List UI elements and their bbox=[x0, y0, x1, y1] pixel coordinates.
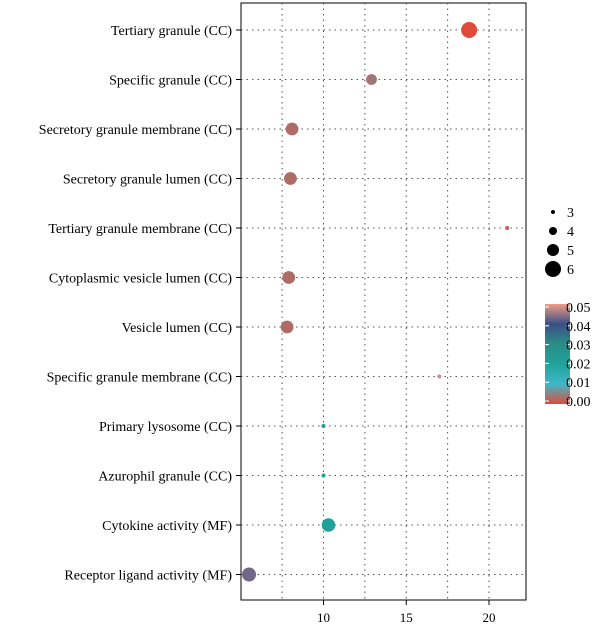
y-tick-label: Tertiary granule membrane (CC) bbox=[48, 222, 232, 237]
color-legend: 0.05 0.04 0.03 0.02 0.01 0.00 bbox=[545, 301, 591, 410]
data-point bbox=[321, 518, 336, 532]
y-tick-label: Azurophil granule (CC) bbox=[98, 470, 232, 485]
y-tick-label: Primary lysosome (CC) bbox=[99, 420, 232, 435]
data-point bbox=[461, 22, 478, 38]
y-tick-label: Receptor ligand activity (MF) bbox=[64, 569, 232, 584]
data-point bbox=[242, 567, 257, 582]
size-legend: 3 4 5 6 bbox=[545, 206, 574, 278]
y-tick-label: Vesicle lumen (CC) bbox=[122, 321, 233, 336]
size-legend-key bbox=[549, 227, 557, 235]
y-tick-label: Cytokine activity (MF) bbox=[102, 519, 232, 534]
data-point bbox=[366, 74, 377, 85]
y-tick-label: Cytoplasmic vesicle lumen (CC) bbox=[49, 272, 232, 287]
y-tick-label: Secretory granule membrane (CC) bbox=[39, 123, 233, 138]
color-legend-label: 0.00 bbox=[566, 395, 591, 410]
x-tick-label: 20 bbox=[483, 610, 496, 625]
color-legend-label: 0.04 bbox=[566, 320, 591, 335]
size-legend-label: 4 bbox=[567, 225, 574, 240]
y-tick-label: Secretory granule lumen (CC) bbox=[63, 173, 232, 188]
points bbox=[242, 22, 510, 582]
data-point bbox=[282, 271, 296, 284]
color-legend-label: 0.01 bbox=[566, 376, 591, 391]
gridlines bbox=[241, 3, 526, 600]
color-bar bbox=[545, 304, 570, 404]
color-legend-label: 0.05 bbox=[566, 301, 591, 316]
data-point bbox=[321, 424, 326, 428]
size-legend-label: 6 bbox=[567, 263, 574, 278]
y-tick-label: Specific granule (CC) bbox=[109, 74, 232, 89]
data-point bbox=[321, 473, 326, 478]
data-point bbox=[505, 226, 510, 230]
size-legend-key bbox=[545, 261, 561, 277]
y-tick-label: Specific granule membrane (CC) bbox=[47, 371, 233, 386]
y-tick-label: Tertiary granule (CC) bbox=[111, 24, 232, 39]
size-legend-key bbox=[547, 244, 559, 256]
color-legend-label: 0.03 bbox=[566, 339, 591, 354]
size-legend-label: 3 bbox=[567, 206, 574, 221]
size-legend-label: 5 bbox=[567, 244, 574, 259]
x-tick-label: 10 bbox=[317, 610, 330, 625]
plot-frame bbox=[240, 2, 527, 601]
data-point bbox=[437, 374, 442, 379]
x-tick-label: 15 bbox=[400, 610, 413, 625]
y-axis: Tertiary granule (CC) Specific granule (C… bbox=[39, 24, 241, 584]
size-legend-key bbox=[551, 210, 555, 214]
x-axis: 10 15 20 bbox=[317, 600, 496, 625]
data-point bbox=[284, 172, 297, 185]
color-legend-label: 0.02 bbox=[566, 357, 591, 372]
data-point bbox=[285, 122, 299, 136]
data-point bbox=[280, 320, 294, 334]
